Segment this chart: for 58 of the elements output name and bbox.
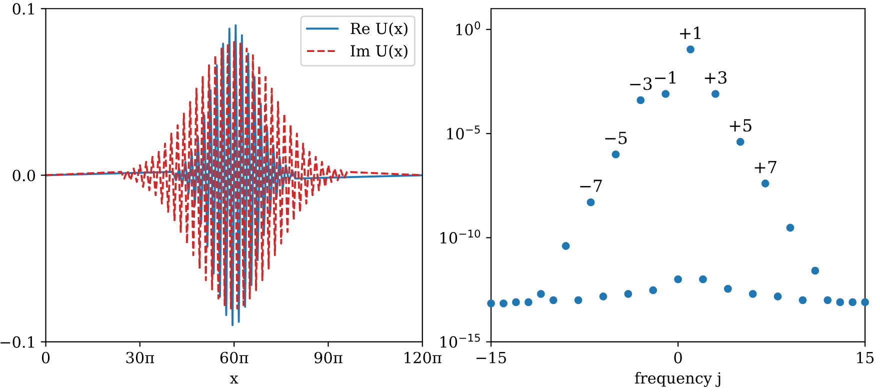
y-tick-label: 10$^{−15}$ bbox=[440, 334, 480, 348]
point bbox=[699, 275, 707, 284]
y-tick-label: 10$^{−5}$ bbox=[447, 126, 480, 140]
point bbox=[824, 296, 832, 304]
point bbox=[512, 298, 520, 306]
point bbox=[861, 298, 869, 306]
annotation: −7 bbox=[580, 180, 602, 192]
x-tick-label: 0 bbox=[42, 352, 50, 364]
point bbox=[636, 96, 645, 104]
point bbox=[662, 90, 670, 98]
point bbox=[624, 290, 632, 298]
point bbox=[549, 296, 558, 304]
point bbox=[798, 296, 807, 304]
point bbox=[500, 299, 508, 308]
y-tick-label: −0.1 bbox=[0, 336, 34, 348]
point bbox=[562, 242, 570, 250]
point bbox=[524, 298, 532, 306]
point bbox=[724, 284, 732, 293]
point bbox=[649, 286, 658, 294]
x-tick-label: 60π bbox=[220, 352, 248, 364]
point bbox=[811, 266, 820, 275]
point bbox=[586, 198, 595, 206]
x-tick-label: 120π bbox=[404, 352, 442, 364]
point bbox=[736, 138, 744, 146]
point bbox=[487, 299, 495, 308]
x-axis-title: frequency j bbox=[634, 372, 720, 387]
point bbox=[574, 296, 582, 304]
point bbox=[774, 292, 782, 300]
point bbox=[711, 90, 720, 98]
y-tick-label: 0.0 bbox=[12, 170, 36, 182]
point bbox=[748, 290, 757, 298]
annotation: −5 bbox=[605, 132, 627, 144]
annotation: +3 bbox=[704, 71, 726, 84]
point bbox=[786, 224, 794, 232]
legend-label: Re U(x) bbox=[350, 22, 408, 36]
x-axis-title: x bbox=[230, 376, 238, 384]
point bbox=[612, 150, 620, 158]
point bbox=[536, 290, 545, 298]
x-tick-label: 30π bbox=[126, 352, 154, 364]
annotation: +5 bbox=[730, 119, 752, 132]
x-tick-label: 15 bbox=[857, 352, 874, 364]
annotation: +1 bbox=[680, 26, 700, 39]
legend-label: Im U(x) bbox=[350, 44, 408, 59]
point bbox=[836, 298, 844, 306]
point bbox=[599, 292, 608, 300]
y-tick-label: 10$^{0}$ bbox=[456, 21, 480, 36]
annotation: +7 bbox=[754, 160, 776, 174]
x-tick-label: 90π bbox=[314, 352, 342, 364]
x-tick-label: 0 bbox=[674, 352, 682, 364]
annotation: −3 bbox=[630, 77, 652, 90]
point bbox=[686, 45, 694, 54]
y-tick-label: 0.1 bbox=[12, 3, 34, 15]
point bbox=[761, 180, 770, 188]
y-tick-label: 10$^{−10}$ bbox=[440, 230, 480, 244]
annotation: −1 bbox=[655, 71, 676, 84]
x-tick-label: −15 bbox=[476, 352, 506, 364]
point bbox=[674, 275, 682, 284]
point bbox=[848, 298, 857, 306]
